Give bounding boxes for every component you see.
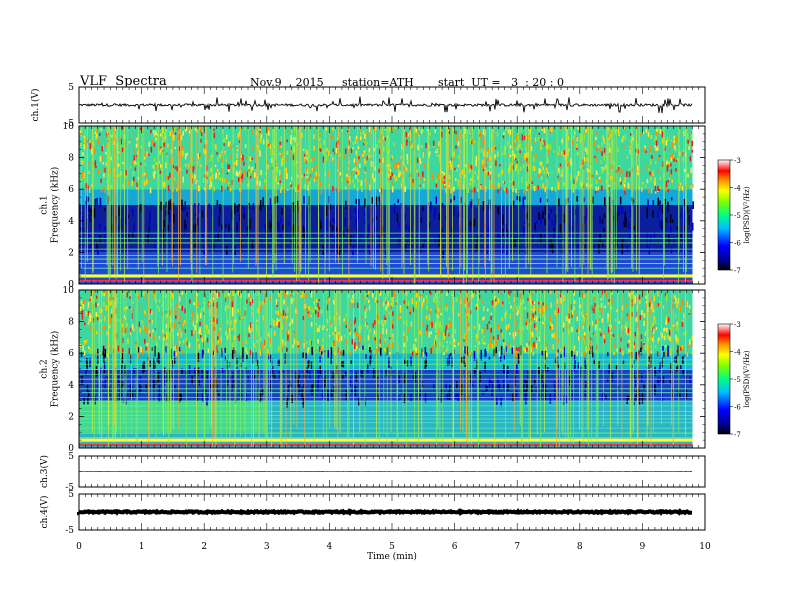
ch2-spectrogram-ylabel-1: Frequency (kHz) (50, 331, 61, 408)
ch4-waveform-trace (77, 508, 692, 517)
ch1-spectrogram-ytick-3: 6 (68, 185, 74, 195)
ch1-spectrogram-ytick-5: 10 (63, 122, 75, 132)
ch1-spectrogram-ytick-0: 0 (68, 280, 74, 290)
ch2-spectrogram-ytick-2: 4 (68, 381, 74, 391)
ch1-spectrogram-ytick-4: 8 (68, 154, 74, 164)
ch2-spectrogram-ytick-4: 8 (68, 318, 74, 328)
ch1-waveform-trace (78, 96, 693, 114)
ch1-waveform-ylabel-0: ch.1(V) (30, 89, 41, 122)
ch2-spectrogram-ytick-1: 2 (68, 412, 74, 422)
ch1-spectrogram-heatmap (79, 126, 694, 284)
xaxis-tick-9: 9 (640, 542, 646, 552)
ch2-spectrogram-ytick-0: 0 (68, 444, 74, 454)
ch1-spectrogram-colorbar-tick-0: -3 (734, 157, 741, 165)
ch2-spectrogram-colorbar-label: log(PSD)(V²/Hz) (743, 350, 751, 407)
ch1-waveform-ytick-0: 5 (68, 83, 74, 93)
ch2-spectrogram-colorbar-tick-4: -7 (734, 431, 741, 439)
ch3-waveform-ylabel-0: ch.3(V) (39, 455, 50, 488)
ch4-waveform-ytick-1: -5 (65, 526, 74, 536)
ch1-spectrogram-ylabel-0: ch.1 (40, 195, 50, 214)
ch1-spectrogram-colorbar-tick-4: -7 (734, 267, 741, 275)
ch2-spectrogram-heatmap (79, 290, 694, 448)
start-ut-label: start UT = 3 : 20 : 0 (438, 76, 564, 89)
ch2-spectrogram-colorbar-tick-1: -4 (734, 349, 741, 357)
xaxis-tick-1: 1 (139, 542, 145, 552)
ch1-spectrogram-colorbar (717, 159, 731, 271)
xaxis-tick-4: 4 (327, 542, 333, 552)
xaxis-tick-3: 3 (264, 542, 270, 552)
ch1-spectrogram-ytick-1: 2 (68, 248, 74, 258)
xaxis-tick-6: 6 (452, 542, 458, 552)
xaxis-tick-0: 0 (76, 542, 82, 552)
ch2-spectrogram-colorbar (717, 323, 731, 435)
ch2-spectrogram-ylabel-0: ch.2 (40, 359, 50, 378)
ch1-spectrogram-colorbar-tick-2: -5 (734, 212, 741, 220)
ch1-waveform-ytick-1: -5 (65, 119, 74, 129)
ch1-spectrogram-ylabel-1: Frequency (kHz) (50, 167, 61, 244)
xaxis-label: Time (min) (367, 551, 417, 562)
ch3-waveform-ytick-0: 5 (68, 452, 74, 462)
ch2-spectrogram-colorbar-tick-2: -5 (734, 376, 741, 384)
date-label: Nov.9 , 2015 (250, 76, 324, 89)
ch1-spectrogram-colorbar-tick-3: -6 (734, 240, 741, 248)
ch1-spectrogram-colorbar-tick-1: -4 (734, 185, 741, 193)
ch2-spectrogram-colorbar-tick-0: -3 (734, 321, 741, 329)
ch1-spectrogram-colorbar-label: log(PSD)(V²/Hz) (743, 186, 751, 243)
ch4-waveform-ylabel-0: ch.4(V) (39, 496, 50, 529)
ch1-spectrogram-ytick-2: 4 (68, 217, 74, 227)
chart-title: VLF Spectra (80, 74, 167, 89)
xaxis-tick-7: 7 (514, 542, 520, 552)
xaxis-tick-2: 2 (201, 542, 207, 552)
ch2-spectrogram-ytick-5: 10 (63, 286, 75, 296)
station-label: station=ATH (342, 76, 414, 89)
xaxis-tick-5: 5 (389, 542, 395, 552)
ch2-spectrogram-ytick-3: 6 (68, 349, 74, 359)
ch3-waveform-ytick-1: -5 (65, 483, 74, 493)
ch4-waveform-ytick-0: 5 (68, 490, 74, 500)
xaxis-tick-10: 10 (699, 542, 711, 552)
xaxis-tick-8: 8 (577, 542, 583, 552)
ch2-spectrogram-colorbar-tick-3: -6 (734, 404, 741, 412)
